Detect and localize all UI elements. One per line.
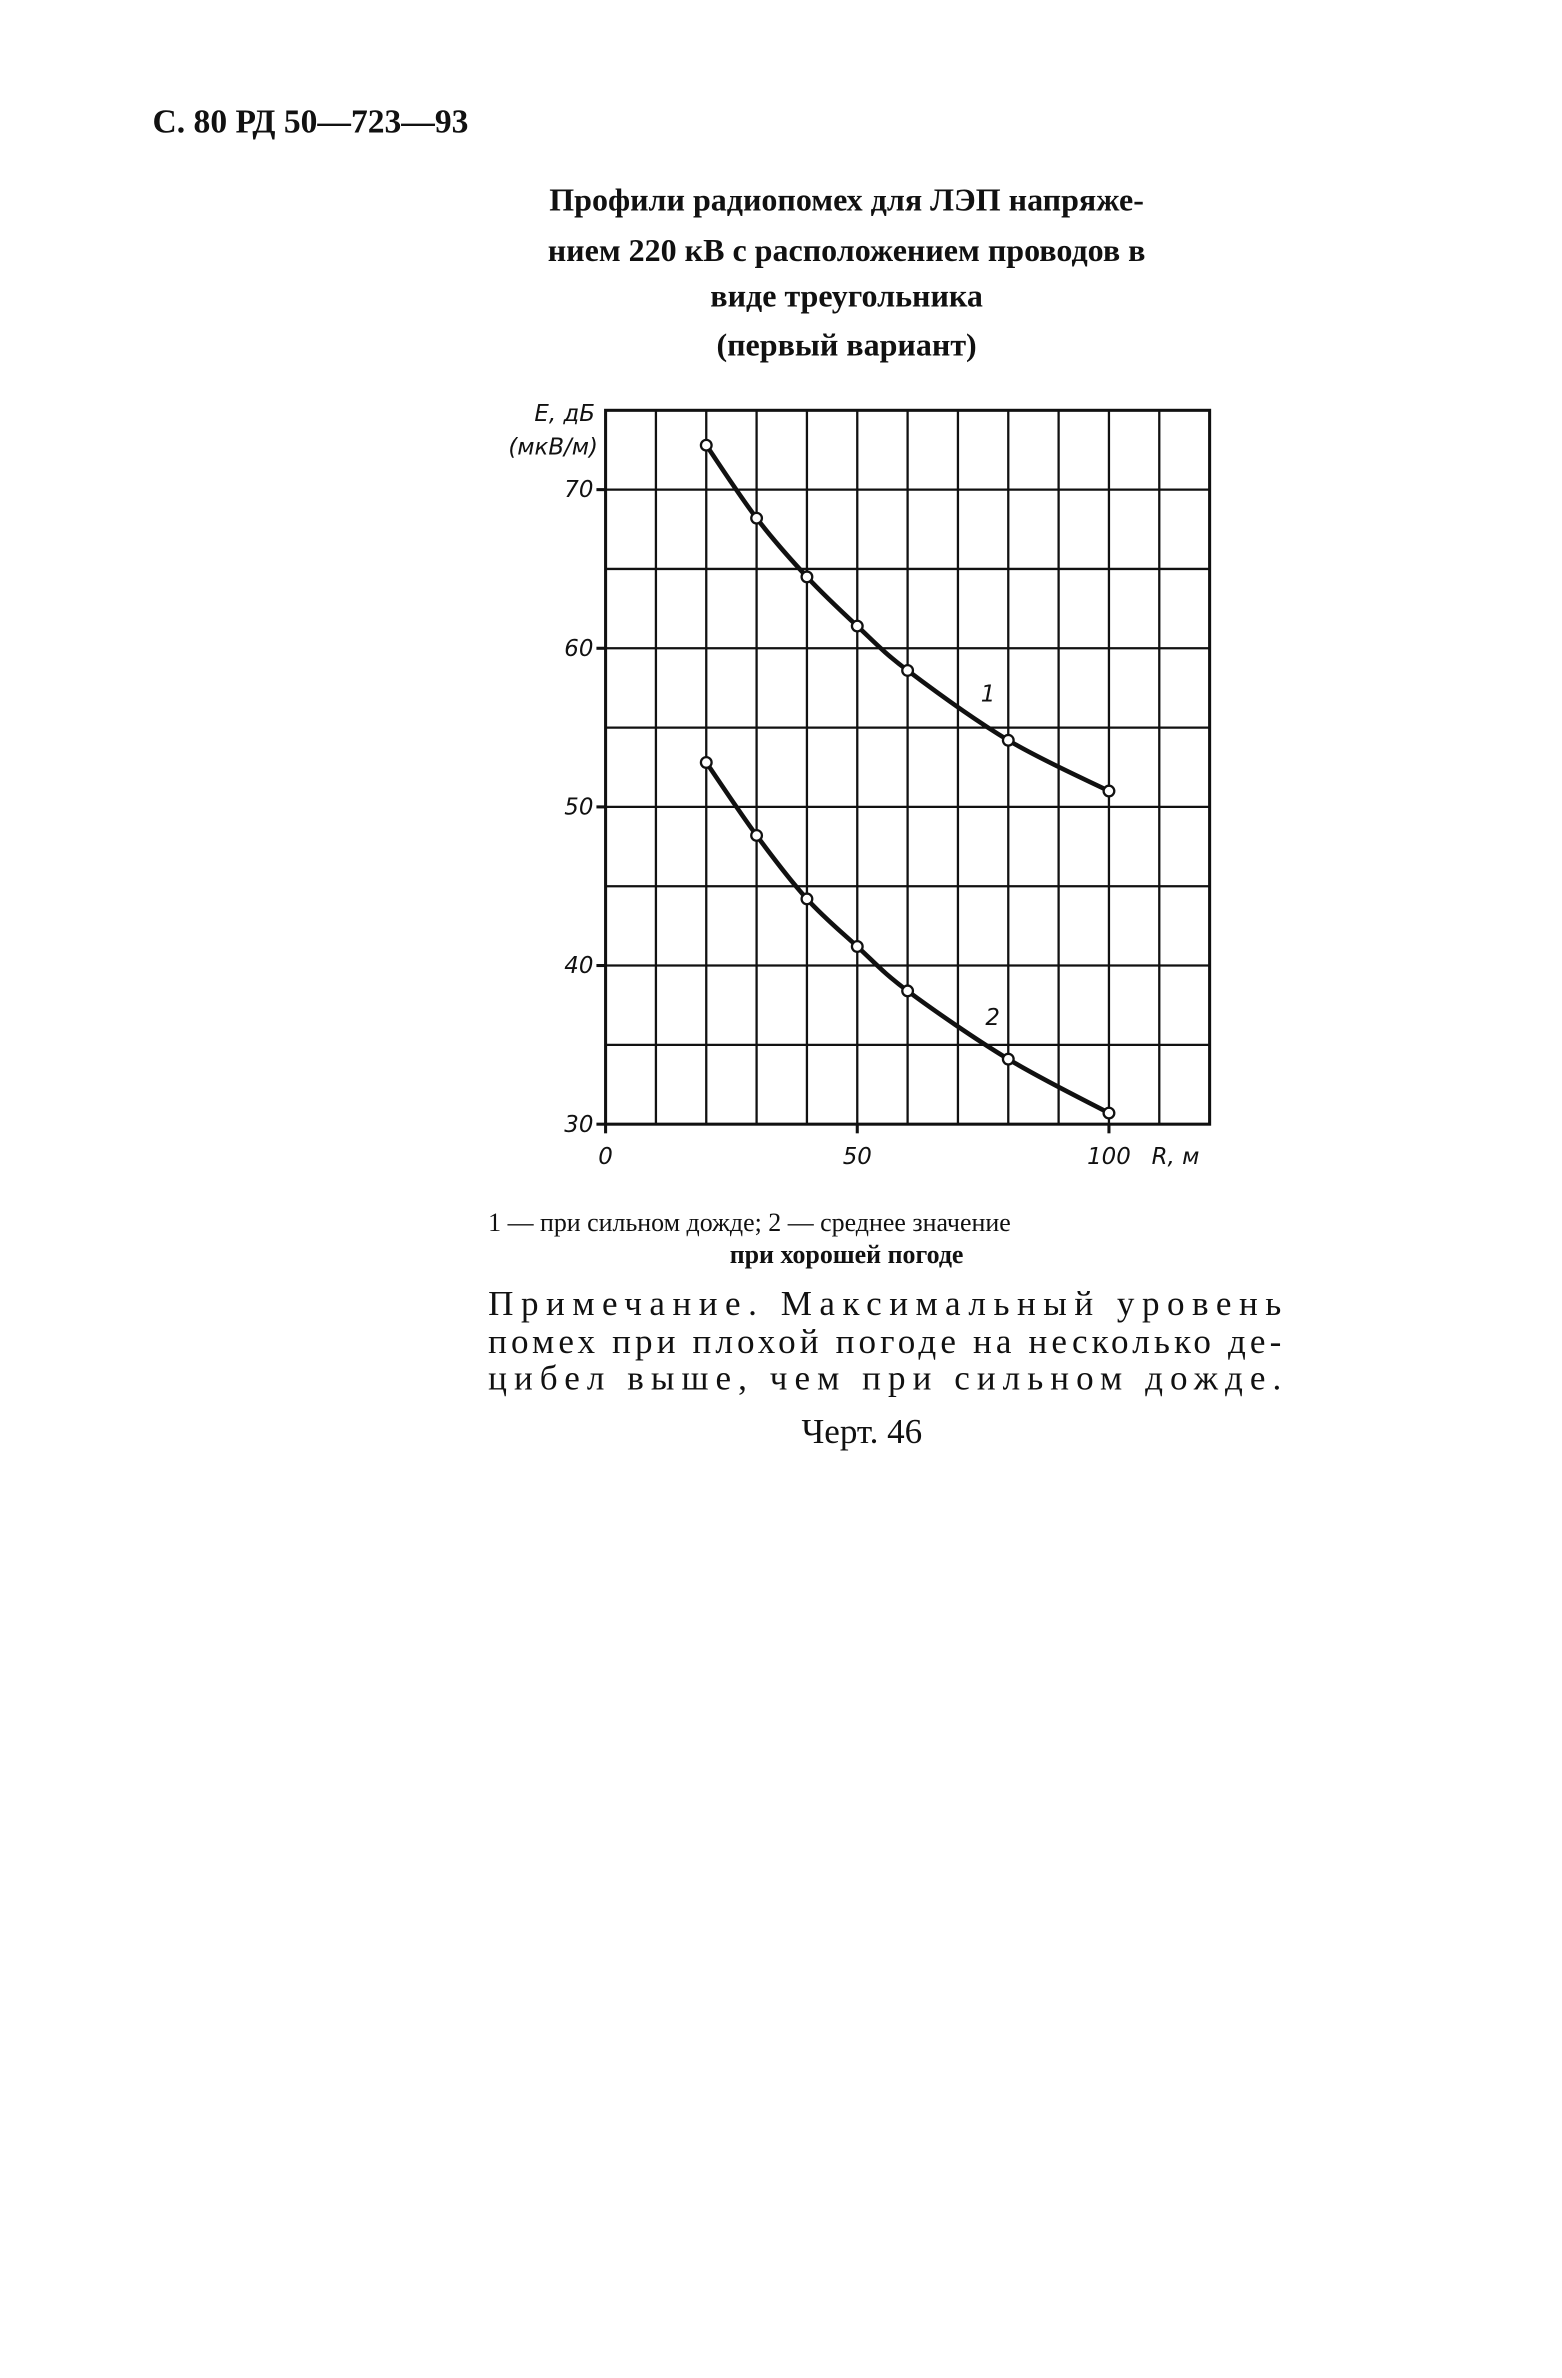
title-line: (первый вариант) [716,326,976,362]
data-point [1001,733,1015,747]
y-tick-label: 50 [564,795,593,821]
curve-label: 2 [985,1005,1000,1031]
x-tick-label: 100 [1087,1144,1131,1170]
data-point [750,511,764,525]
x-axis-label: R, м [1152,1144,1200,1170]
data-point [901,984,915,998]
y-tick-label: 70 [564,477,593,503]
data-point [699,438,713,452]
note-line: Примечание. Максимальный уровень [488,1284,1281,1323]
y-axis-label: E, дБ [534,401,595,427]
data-point [850,619,864,633]
data-point [699,756,713,769]
caption-line: 1 — при сильном дожде; 2 — среднее значе… [488,1208,1011,1237]
figure-label: Черт. 46 [801,1412,922,1451]
data-point [750,828,764,842]
y-axis-label: (мкВ/м) [508,435,598,461]
y-tick-label: 40 [564,953,593,979]
y-tick-label: 30 [564,1112,593,1138]
x-tick-label: 0 [598,1144,613,1170]
curve-label: 1 [981,682,996,708]
data-point [1102,784,1116,798]
note-line: цибел выше, чем при сильном дожде. [488,1359,1281,1398]
title-line: Профили радиопомех для ЛЭП напряже- [549,181,1144,217]
data-point [1001,1052,1015,1066]
data-point [1102,1106,1116,1120]
y-tick-label: 60 [564,636,593,662]
data-point [800,892,814,906]
caption-line: при хорошей погоде [730,1240,964,1269]
data-point [850,940,864,953]
title-line: виде треугольника [710,278,983,314]
x-tick-label: 50 [843,1144,872,1170]
data-point [800,570,814,584]
header: С. 80 РД 50—723—93 [153,104,469,141]
title-line: нием 220 кВ с расположением проводов в [548,232,1146,268]
note-line: помех при плохой погоде на несколько де- [488,1322,1281,1361]
data-point [901,663,915,677]
